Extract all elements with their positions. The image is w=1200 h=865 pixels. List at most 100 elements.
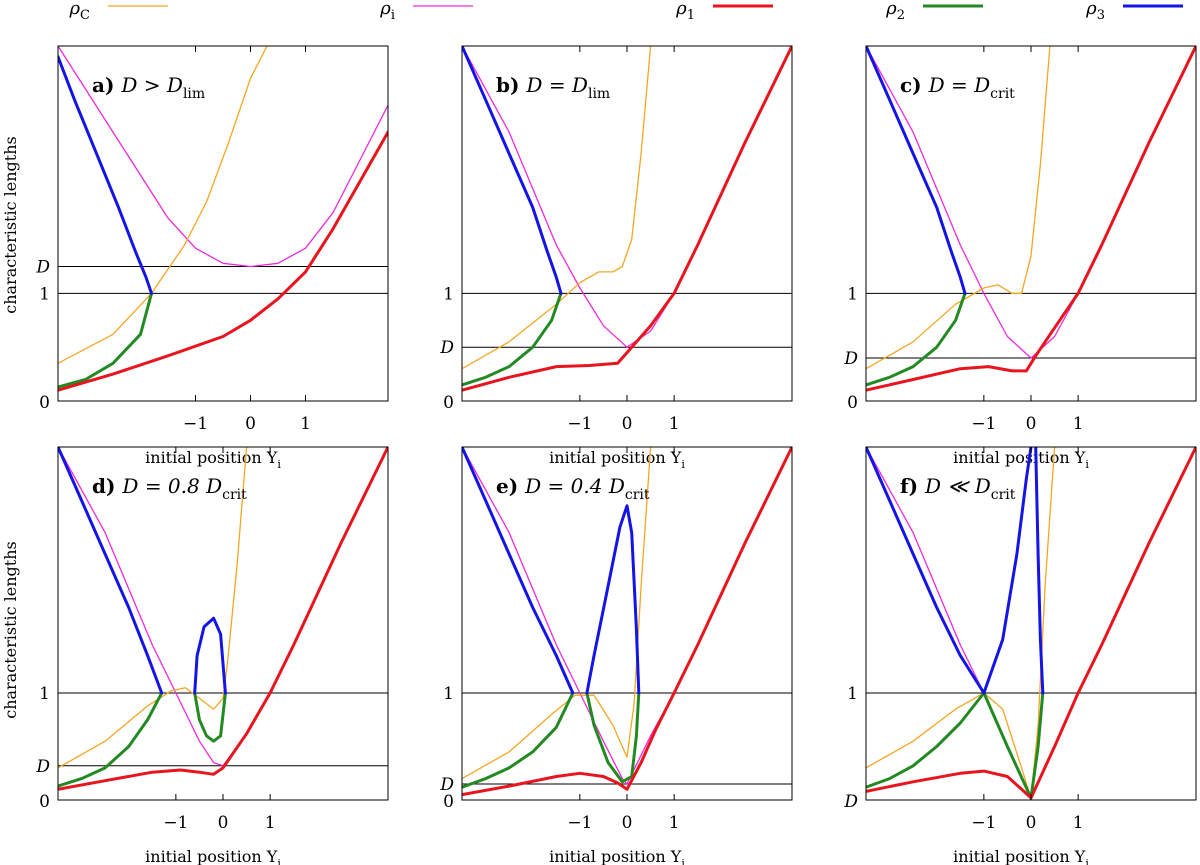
x-axis-label: initial position Yi (145, 448, 281, 471)
x-tick-label: 0 (622, 813, 633, 833)
y-axis-label-top: characteristic lengths (1, 136, 20, 314)
hline-label-0: 1 (847, 684, 858, 704)
x-tick-label: 1 (300, 414, 311, 434)
x-tick-label: −1 (183, 414, 208, 434)
y-zero-label: D (843, 792, 858, 812)
x-tick-label: 0 (218, 813, 229, 833)
panel-title: c) D = Dcrit (900, 73, 1015, 102)
series-line-rhoC (866, 46, 1051, 370)
panel-title: d) D = 0.8 Dcrit (92, 474, 247, 503)
series-line-rhoC (58, 46, 268, 364)
series-line-rho3 (585, 504, 641, 695)
series-line-rho3 (193, 616, 227, 695)
panel-title: a) D > Dlim (92, 73, 205, 102)
x-tick-label: 1 (265, 813, 276, 833)
series-line-rhoC (58, 447, 248, 769)
x-tick-label: −1 (971, 813, 996, 833)
series-line-rho2 (58, 291, 153, 389)
series-line-rho1 (866, 46, 1196, 392)
series-line-rhoC (462, 46, 652, 370)
series-line-rho3 (1034, 447, 1045, 695)
panel-title: b) D = Dlim (496, 73, 610, 102)
plot-frame (865, 45, 1197, 402)
panel-c: 1 D 0 −1 0 1 initial position Yi c) D = Dcrit (843, 45, 1197, 471)
x-tick-label: 0 (622, 414, 633, 434)
hline-label-1: D (439, 338, 454, 358)
x-tick-label: −1 (163, 813, 188, 833)
x-tick-label: 0 (1026, 813, 1037, 833)
hline-label-0: 1 (39, 684, 50, 704)
legend-label-rhoC: ρC (68, 0, 90, 23)
legend-label-rho2: ρ2 (885, 0, 905, 23)
x-tick-label: 1 (1073, 813, 1084, 833)
panels: 1 D 0 −1 0 1 initial position Yi a) D > Dlim 1 D 0… (35, 45, 1197, 865)
series-line-rho2 (585, 691, 641, 784)
x-tick-label: 1 (669, 414, 680, 434)
y-axis-label-bottom: characteristic lengths (1, 541, 20, 719)
series-line-rho3 (982, 447, 1033, 695)
series-line-rho1 (58, 130, 388, 392)
hline-label-1: D (843, 349, 858, 369)
x-tick-label: −1 (567, 414, 592, 434)
series-line-rho2 (866, 691, 986, 789)
legend-label-rho3: ρ3 (1085, 0, 1105, 23)
x-axis-label: initial position Yi (549, 448, 685, 471)
hline-label-0: 1 (847, 284, 858, 304)
panel-title: f) D ≪ Dcrit (900, 474, 1016, 503)
series-group (462, 447, 792, 797)
legend-label-rhoi: ρi (379, 0, 395, 23)
x-tick-label: 1 (669, 813, 680, 833)
legend-label-rho1: ρ1 (675, 0, 695, 23)
hline-label-0: 1 (443, 284, 454, 304)
series-line-rho2 (58, 691, 164, 788)
y-zero-label: 0 (39, 393, 50, 413)
series-line-rho3 (866, 447, 986, 695)
panel-f: 1 D −1 0 1 initial position Yi f) D ≪ Dcrit (843, 446, 1197, 865)
plot-frame (865, 446, 1197, 801)
series-line-rho2 (866, 291, 967, 387)
x-axis-label: initial position Yi (953, 448, 1089, 471)
series-group (866, 447, 1196, 800)
series-group (866, 46, 1196, 392)
plot-frame (57, 45, 389, 402)
series-line-rho3 (866, 46, 967, 295)
panel-b: 1 D 0 −1 0 1 initial position Yi b) D = Dlim (439, 45, 793, 471)
series-line-rho3 (58, 447, 164, 695)
series-line-rho3 (462, 46, 563, 295)
panel-d: 1 D 0 −1 0 1 initial position Yi d) D = 0.8 Dcr… (35, 446, 389, 865)
y-zero-label: 0 (443, 393, 454, 413)
series-group (462, 46, 792, 392)
x-tick-label: 1 (1073, 414, 1084, 434)
series-line-rho2 (193, 691, 227, 743)
x-tick-label: −1 (971, 414, 996, 434)
hline-label-1: D (35, 757, 50, 777)
series-line-rho1 (866, 447, 1196, 800)
y-zero-label: 0 (847, 393, 858, 413)
y-zero-label: 0 (443, 792, 454, 812)
series-line-rhoi (58, 46, 388, 268)
series-line-rho2 (462, 291, 563, 387)
legend: ρC ρi ρ1 ρ2 ρ3 (68, 0, 1183, 23)
x-tick-label: 0 (1026, 414, 1037, 434)
x-tick-label: −1 (567, 813, 592, 833)
series-line-rho3 (462, 447, 575, 695)
hline-label-0: 1 (443, 684, 454, 704)
x-axis-label: initial position Yi (145, 847, 281, 865)
series-group (58, 46, 388, 392)
y-zero-label: 0 (39, 792, 50, 812)
x-tick-label: 0 (245, 414, 256, 434)
series-line-rhoi (866, 447, 1196, 799)
hline-label-1: D (35, 258, 50, 278)
series-line-rho3 (58, 55, 153, 295)
x-axis-label: initial position Yi (953, 847, 1089, 865)
panel-a: 1 D 0 −1 0 1 initial position Yi a) D > Dlim (35, 45, 389, 471)
series-line-rho2 (462, 691, 575, 789)
hline-label-0: 1 (39, 284, 50, 304)
series-group (58, 447, 388, 791)
series-line-rho1 (462, 447, 792, 797)
series-line-rho1 (58, 447, 388, 791)
series-line-rho1 (462, 46, 792, 392)
x-axis-label: initial position Yi (549, 847, 685, 865)
